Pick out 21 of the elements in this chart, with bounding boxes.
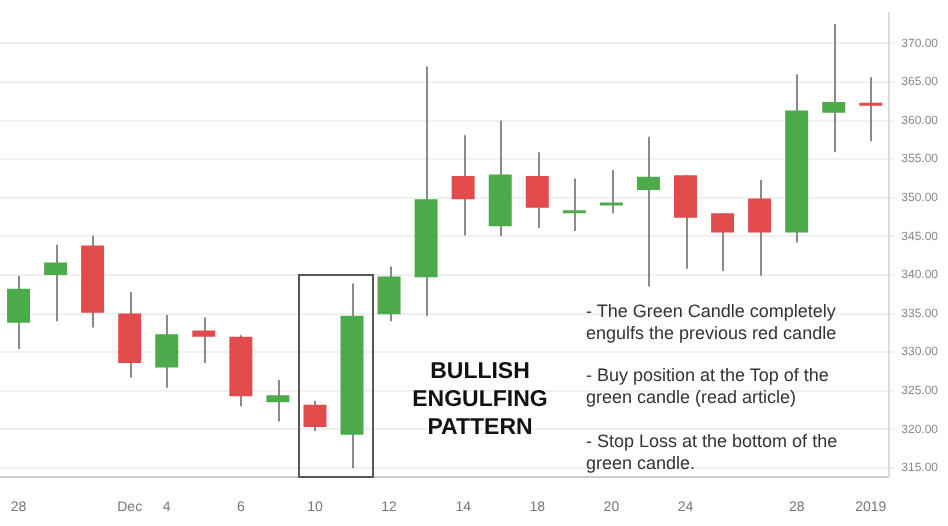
candlestick [822,23,846,154]
candlestick [44,243,68,323]
candlestick [674,174,697,270]
candlestick [377,265,401,323]
candlestick [562,177,586,232]
annotation: - Stop Loss at the bottom of the green candle. [586,430,838,473]
annotation: BULLISH ENGULFING PATTERN [412,360,548,441]
candlestick [7,274,31,351]
candlestick [748,178,772,277]
candlestick [303,399,327,432]
candlestick [859,76,883,143]
annotation: - Buy position at the Top of the green candle (read article) [586,364,829,407]
candlestick [155,314,179,389]
candlestick [636,135,660,288]
candlestick [525,151,549,229]
candlestick [711,212,735,273]
candlestick [266,378,290,423]
candlestick [599,168,623,215]
candlestick [451,134,475,237]
candlestick [192,316,216,364]
annotation: - The Green Candle completely engulfs the previous red candle [586,300,837,343]
